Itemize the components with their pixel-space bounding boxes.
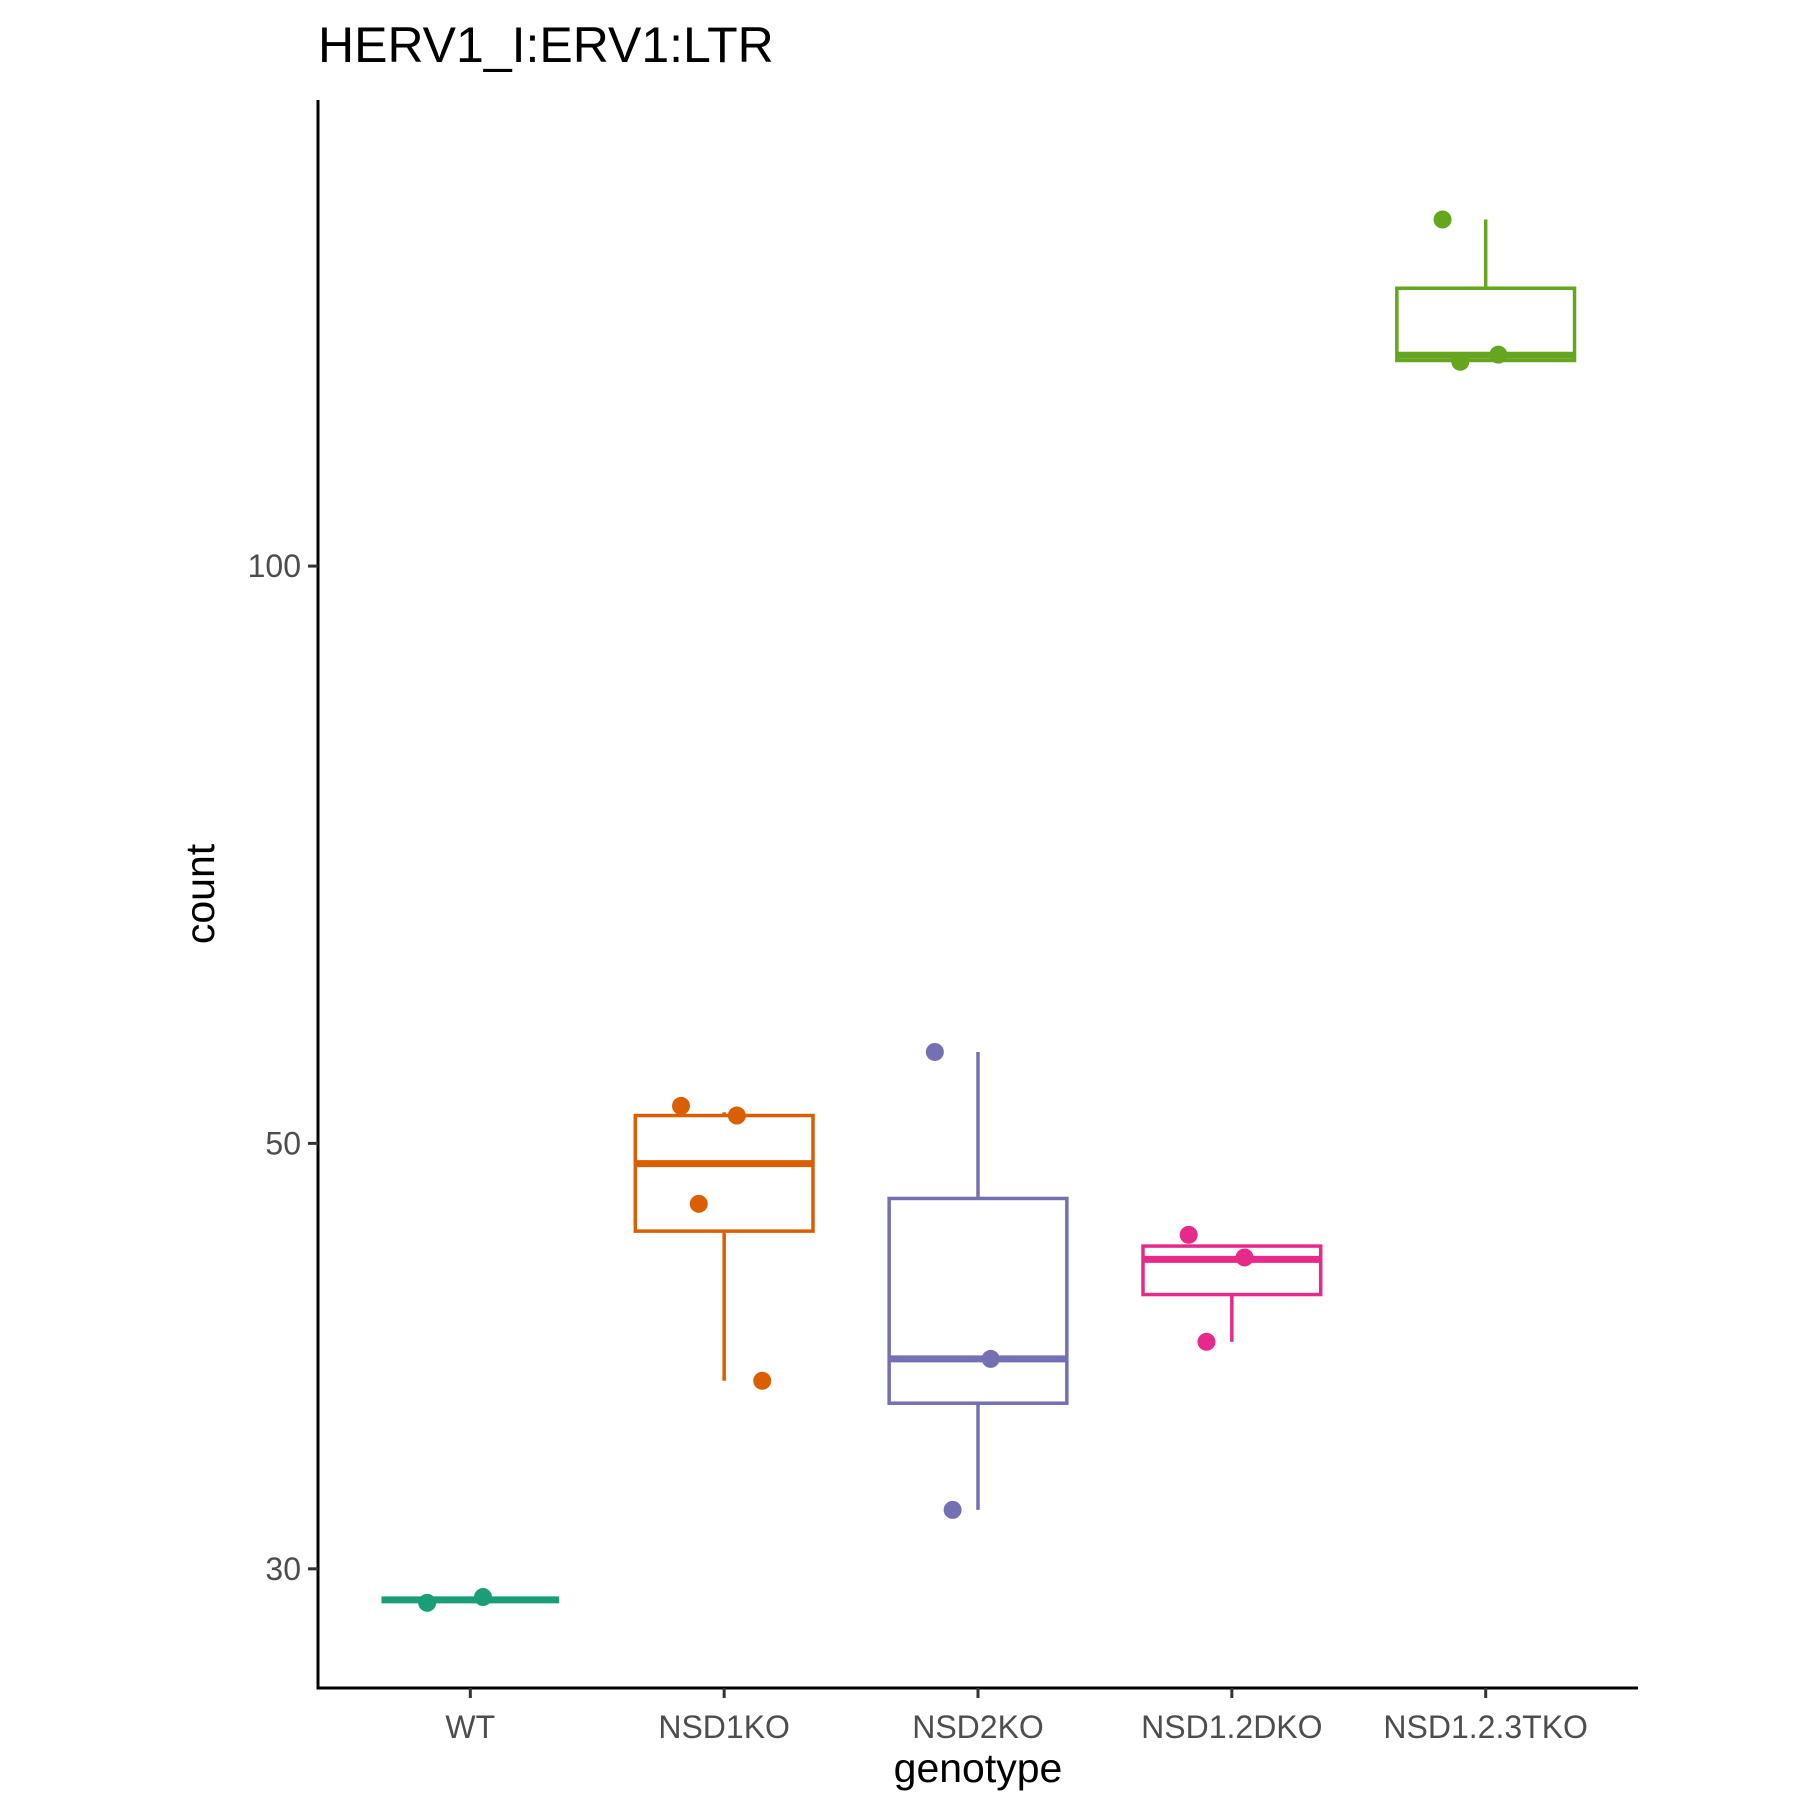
box-nsd2ko xyxy=(887,1196,1069,1405)
boxplot-nsd2ko xyxy=(887,1042,1069,1519)
data-point-nsd1-2dko-3 xyxy=(1197,1332,1216,1351)
x-axis-ticks: WT NSD1KO NSD2KO NSD1.2DKO NSD1.2.3TKO xyxy=(445,1688,1588,1745)
plot-area xyxy=(381,210,1577,1612)
x-axis-title: genotype xyxy=(894,1745,1063,1791)
data-point-nsd2ko-1 xyxy=(925,1042,944,1061)
data-point-wt-1 xyxy=(418,1593,437,1612)
data-point-nsd1ko-3 xyxy=(689,1194,708,1213)
data-point-wt-2 xyxy=(474,1588,492,1607)
x-tick-label-nsd2ko: NSD2KO xyxy=(912,1709,1044,1745)
y-tick-label-100: 100 xyxy=(248,548,301,584)
data-point-nsd1-2-3tko-1 xyxy=(1433,210,1452,229)
x-tick-label-nsd1-2dko: NSD1.2DKO xyxy=(1141,1709,1322,1745)
chart-title: HERV1_I:ERV1:LTR xyxy=(318,17,774,73)
x-tick-label-nsd1-2-3tko: NSD1.2.3TKO xyxy=(1383,1709,1588,1745)
data-point-nsd2ko-2 xyxy=(981,1349,1000,1368)
data-point-nsd1-2dko-2 xyxy=(1235,1248,1254,1267)
y-axis-ticks: 30 50 100 xyxy=(248,548,318,1587)
box-nsd1-2dko xyxy=(1141,1244,1323,1297)
x-tick-label-nsd1ko: NSD1KO xyxy=(658,1709,790,1745)
data-point-nsd1ko-2 xyxy=(727,1106,746,1125)
y-tick-label-50: 50 xyxy=(265,1125,301,1161)
y-tick-label-30: 30 xyxy=(265,1551,301,1587)
y-axis-title: count xyxy=(177,843,223,944)
data-point-nsd1ko-4 xyxy=(753,1371,772,1390)
x-tick-label-wt: WT xyxy=(445,1709,495,1745)
data-point-nsd1-2dko-1 xyxy=(1179,1225,1198,1244)
data-point-nsd2ko-3 xyxy=(943,1500,962,1519)
data-point-nsd1-2-3tko-3 xyxy=(1451,352,1470,371)
data-point-nsd1ko-1 xyxy=(672,1096,690,1115)
box-nsd1-2-3tko xyxy=(1395,286,1577,363)
boxplot-nsd1ko xyxy=(633,1096,815,1390)
boxplot-wt xyxy=(381,1588,560,1612)
boxplot-nsd1-2-3tko xyxy=(1395,210,1577,371)
data-point-nsd1-2-3tko-2 xyxy=(1489,345,1508,364)
boxplot-nsd1-2dko xyxy=(1141,1225,1323,1351)
box-nsd1ko xyxy=(633,1113,815,1233)
